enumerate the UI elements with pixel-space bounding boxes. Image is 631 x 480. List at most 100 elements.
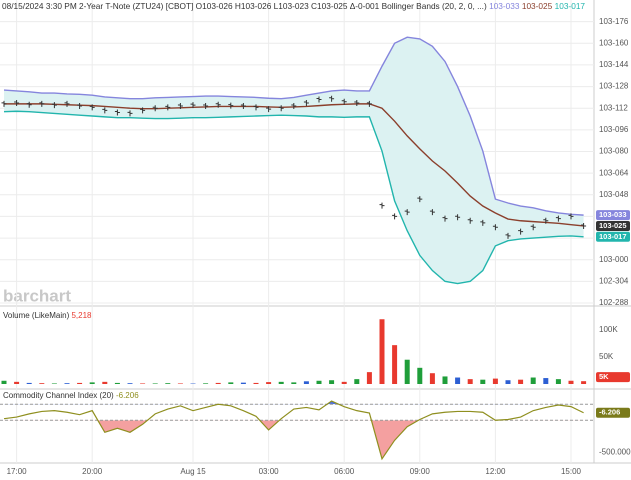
price-bar xyxy=(127,110,133,117)
x-tick-label: 17:00 xyxy=(7,467,28,476)
volume-bar xyxy=(215,382,221,384)
price-bar xyxy=(177,103,183,110)
volume-bar xyxy=(581,381,587,384)
price-bar xyxy=(366,100,372,107)
price-bar xyxy=(39,100,45,107)
header: 08/15/2024 3:30 PM 2-Year T-Note (ZTU24)… xyxy=(2,1,585,11)
volume-bar xyxy=(543,378,549,384)
y-tick-label: 103-000 xyxy=(599,255,629,264)
volume-bar xyxy=(102,381,108,384)
volume-bar xyxy=(316,380,322,384)
volume-bar xyxy=(278,381,284,384)
last-price-label-box xyxy=(596,220,630,231)
price-bar xyxy=(228,102,234,109)
price-bar xyxy=(455,214,461,221)
price-bar xyxy=(114,109,120,116)
volume-bar xyxy=(505,380,511,384)
volume-bar xyxy=(379,319,385,384)
price-bar xyxy=(51,102,57,109)
price-bar xyxy=(329,95,335,102)
price-bar xyxy=(429,209,435,216)
price-bar xyxy=(404,209,410,216)
panel-title-text: Volume (LikeMain) xyxy=(3,311,70,320)
y-tick-label: 103-048 xyxy=(599,190,629,199)
y-tick-label: 103-128 xyxy=(599,82,629,91)
price-bar xyxy=(291,103,297,110)
price-bar xyxy=(89,104,95,111)
volume-bar xyxy=(89,382,95,384)
last-price-label-box xyxy=(596,231,630,242)
volume-bar xyxy=(404,359,410,384)
price-bar xyxy=(215,101,221,108)
x-tick-label: 12:00 xyxy=(485,467,506,476)
volume-bar xyxy=(228,382,234,384)
price-bar xyxy=(354,100,360,107)
volume-bar xyxy=(26,382,32,384)
price-bar xyxy=(341,98,347,105)
x-tick-label: 03:00 xyxy=(259,467,280,476)
volume-bar xyxy=(140,383,146,384)
price-bar xyxy=(379,202,385,209)
volume-bar xyxy=(14,381,20,384)
y-tick-label: 103-160 xyxy=(599,38,629,47)
indicator-name: Bollinger Bands (20, 2, 0, ...) xyxy=(382,1,487,11)
volume-bar xyxy=(64,383,70,384)
y-tick-label: 50K xyxy=(599,352,614,361)
band-line xyxy=(3,36,584,216)
y-tick-label: -500.000 xyxy=(599,447,631,456)
price-bar xyxy=(266,106,272,113)
y-tick-label: 103-080 xyxy=(599,147,629,156)
price-bar xyxy=(152,105,158,112)
price-bar xyxy=(492,224,498,231)
volume-bar xyxy=(165,383,171,384)
volume-bar xyxy=(253,382,259,384)
y-tick-label: 103-176 xyxy=(599,17,629,26)
price-bar xyxy=(568,213,574,220)
last-volume-label: 5K xyxy=(599,372,609,381)
price-bar xyxy=(543,217,549,224)
volume-bar xyxy=(530,377,536,384)
price-bar xyxy=(581,222,587,229)
y-tick-label: 103-144 xyxy=(599,60,629,69)
x-tick-label: 09:00 xyxy=(410,467,431,476)
volume-bar xyxy=(341,381,347,384)
price-bar xyxy=(530,224,536,231)
price-bar xyxy=(165,104,171,111)
volume-bar xyxy=(1,380,7,384)
volume-bar xyxy=(39,383,45,384)
price-bar xyxy=(26,101,32,108)
price-bar xyxy=(316,96,322,103)
last-volume-label-box xyxy=(596,372,630,383)
volume-bar xyxy=(417,367,423,384)
last-cci: -6.206 xyxy=(116,391,139,400)
last-volume: 5,218 xyxy=(71,311,92,320)
price-bar xyxy=(442,215,448,222)
last-cci-label: -6.206 xyxy=(599,408,620,417)
legend-value: 103-017 xyxy=(555,1,586,11)
y-tick-label: 100K xyxy=(599,325,618,334)
volume-bar xyxy=(77,382,83,384)
price-bar xyxy=(278,105,284,112)
x-tick-label: Aug 15 xyxy=(180,467,206,476)
last-price-label: 103-033 xyxy=(599,210,627,219)
price-bar xyxy=(480,219,486,226)
price-bar xyxy=(64,100,70,107)
price-bar xyxy=(240,103,246,110)
price-bar xyxy=(303,100,309,107)
volume-bar xyxy=(467,379,473,384)
last-price-label: 103-025 xyxy=(599,221,627,230)
volume-bar xyxy=(455,377,461,384)
x-tick-label: 20:00 xyxy=(82,467,103,476)
price-bar xyxy=(518,228,524,235)
volume-bar xyxy=(555,379,561,384)
panel-title: Commodity Channel Index (20) -6.206 xyxy=(3,391,139,400)
y-tick-label: 103-112 xyxy=(599,103,628,112)
volume-bar xyxy=(291,382,297,384)
cci-line xyxy=(3,400,584,461)
volume-bar xyxy=(442,376,448,384)
header-title: 08/15/2024 3:30 PM 2-Year T-Note (ZTU24)… xyxy=(2,1,380,11)
volume-bar xyxy=(114,382,120,384)
legend-value: 103-025 xyxy=(522,1,553,11)
volume-bar xyxy=(480,379,486,384)
